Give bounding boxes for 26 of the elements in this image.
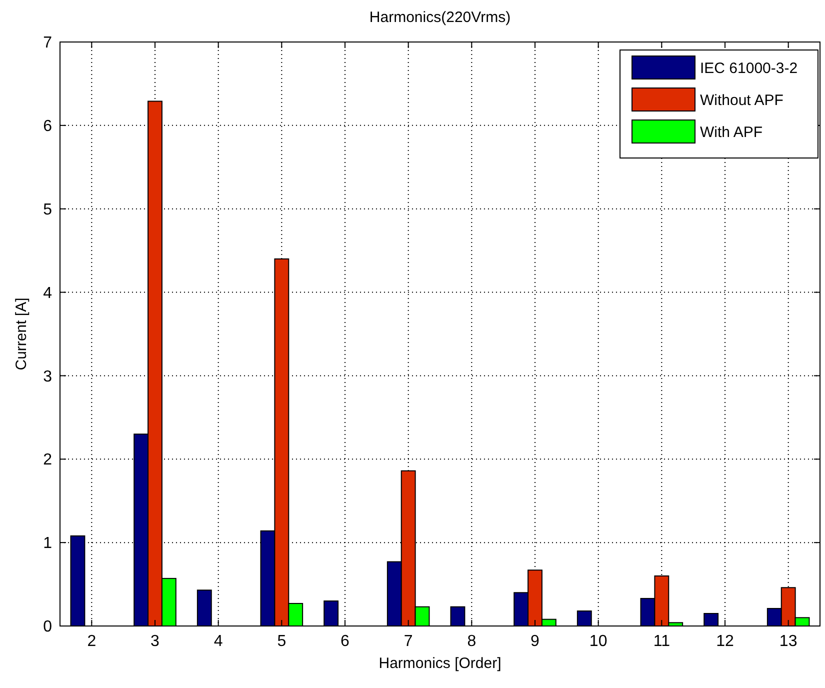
x-tick-label: 5 [277, 633, 286, 650]
y-tick-label: 2 [43, 452, 52, 469]
x-tick-label: 11 [653, 633, 670, 650]
legend-label: IEC 61000-3-2 [700, 60, 798, 77]
x-tick-label: 6 [340, 633, 350, 650]
y-axis-title: Current [A] [13, 298, 30, 370]
y-tick-label: 5 [43, 201, 52, 218]
x-tick-label: 4 [214, 633, 223, 650]
legend-label: With APF [700, 124, 763, 141]
y-tick-label: 4 [43, 284, 52, 302]
x-tick-label: 3 [150, 633, 160, 650]
chart-title: Harmonics(220Vrms) [369, 9, 511, 26]
y-tick-label: 1 [43, 535, 52, 552]
y-tick-label: 7 [43, 34, 52, 52]
x-axis-title: Harmonics [Order] [378, 655, 502, 672]
x-tick-label: 10 [589, 633, 608, 650]
x-tick-label: 13 [779, 633, 798, 650]
legend-label: Without APF [700, 92, 784, 109]
x-tick-label: 2 [87, 633, 96, 650]
x-tick-label: 9 [530, 633, 540, 650]
x-tick-label: 12 [716, 633, 734, 650]
y-tick-label: 6 [43, 118, 52, 136]
y-tick-label: 0 [43, 618, 52, 636]
y-tick-label: 3 [43, 368, 52, 386]
x-tick-label: 7 [404, 633, 413, 650]
x-tick-label: 8 [467, 633, 476, 650]
